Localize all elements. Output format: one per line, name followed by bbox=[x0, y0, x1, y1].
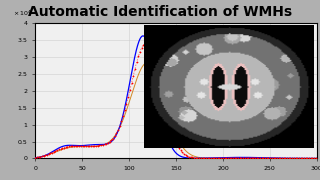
Text: Automatic Identification of WMHs: Automatic Identification of WMHs bbox=[28, 5, 292, 19]
Text: $\times\,10^4$: $\times\,10^4$ bbox=[13, 9, 31, 18]
